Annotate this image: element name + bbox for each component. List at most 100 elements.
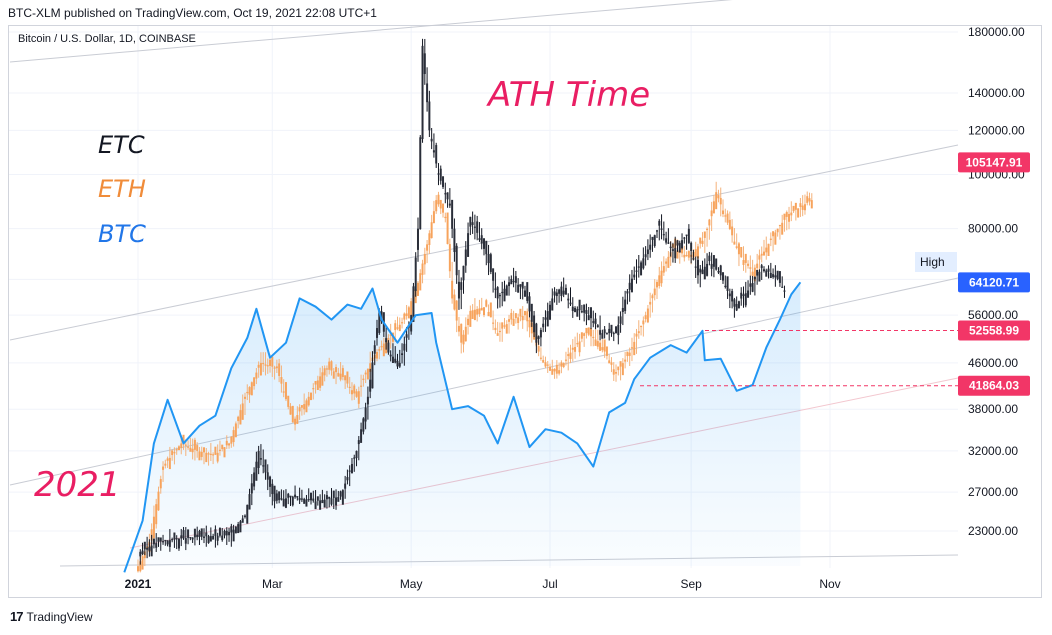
- etc-candle-body: [319, 500, 322, 510]
- eth-candle-body: [656, 281, 658, 288]
- etc-candle-body: [535, 323, 538, 343]
- eth-candle-body: [319, 376, 322, 388]
- eth-candle-body: [239, 410, 242, 425]
- eth-candle-body: [173, 452, 176, 454]
- eth-candle-body: [510, 312, 513, 320]
- etc-candle-body: [439, 168, 442, 181]
- eth-candle-body: [665, 261, 668, 264]
- time-axis[interactable]: 2021 Mar May Jul Sep Nov: [125, 577, 841, 591]
- eth-candle-body: [225, 440, 228, 446]
- etc-candle-body: [599, 330, 602, 335]
- etc-candle-body: [232, 529, 235, 542]
- etc-candle-body: [487, 253, 490, 264]
- eth-candle-body: [642, 320, 645, 325]
- etc-candle-body: [376, 328, 379, 338]
- etc-candle-body: [546, 311, 549, 327]
- eth-candle-body: [469, 310, 472, 327]
- eth-candle-body: [794, 202, 797, 210]
- etc-candle-body: [412, 286, 415, 322]
- eth-candle-body: [717, 195, 720, 199]
- eth-candle-body: [407, 307, 410, 319]
- etc-candle-body: [182, 530, 185, 539]
- eth-candle-body: [291, 405, 294, 423]
- btc-line: [123, 281, 802, 573]
- etc-candle-body: [398, 362, 401, 367]
- etc-candle-body: [694, 266, 697, 268]
- eth-candle-body: [767, 243, 770, 256]
- eth-candle-body: [234, 423, 237, 438]
- eth-candle-body: [560, 362, 563, 367]
- eth-candle-body: [439, 199, 442, 209]
- tradingview-footer[interactable]: 17 TradingView: [10, 609, 93, 624]
- eth-candle-body: [159, 479, 162, 489]
- eth-candle-body: [610, 362, 613, 365]
- etc-candle-body: [200, 528, 203, 537]
- eth-candle-body: [294, 418, 297, 425]
- etc-candle-body: [630, 278, 633, 293]
- y-tick-label: 32000.00: [968, 444, 1018, 458]
- eth-candle-body: [537, 346, 540, 352]
- etc-candle-body: [360, 429, 363, 443]
- eth-candle-body: [801, 205, 804, 210]
- etc-candle-body: [294, 494, 297, 498]
- etc-candle-body: [387, 342, 390, 353]
- etc-candle-body: [275, 493, 278, 501]
- etc-candle-body: [248, 494, 251, 510]
- eth-label: ETH: [98, 175, 146, 203]
- eth-candle-body: [483, 307, 485, 316]
- eth-candle-body: [612, 369, 615, 375]
- eth-candle-body: [751, 271, 754, 276]
- eth-candle-body: [232, 430, 235, 443]
- eth-candle-body: [398, 324, 401, 332]
- etc-candle-body: [665, 238, 668, 243]
- eth-candle-body: [626, 351, 629, 357]
- eth-candle-body: [316, 380, 319, 390]
- etc-candle-body: [712, 255, 715, 267]
- eth-candle-body: [446, 212, 449, 245]
- etc-candle-body: [346, 477, 349, 481]
- eth-candle-body: [460, 323, 463, 343]
- etc-candle-body: [332, 490, 335, 498]
- eth-candle-body: [667, 256, 670, 268]
- etc-candle-body: [492, 268, 495, 281]
- etc-candle-body: [753, 277, 756, 280]
- etc-candle-body: [316, 496, 319, 501]
- etc-candle-body: [239, 521, 242, 533]
- btc-area: [124, 282, 801, 573]
- eth-candle-body: [237, 416, 240, 422]
- eth-candle-body: [184, 444, 187, 446]
- etc-candle-body: [307, 498, 310, 501]
- eth-candle-body: [753, 267, 756, 282]
- eth-candle-body: [549, 366, 552, 371]
- etc-candle-body: [519, 284, 522, 287]
- etc-candle-body: [558, 289, 561, 294]
- eth-candle-body: [699, 237, 702, 244]
- chart-pane[interactable]: [8, 25, 1042, 598]
- etc-candle-body: [514, 276, 517, 283]
- etc-candle-body: [610, 324, 613, 334]
- etc-candle-body: [146, 548, 149, 550]
- eth-candle-body: [676, 250, 679, 259]
- price-tags: 105147.91 64120.71 52558.99 41864.03: [958, 152, 1030, 396]
- etc-candle-body: [715, 258, 718, 270]
- etc-candle-body: [264, 459, 267, 473]
- etc-candle-body: [587, 315, 590, 321]
- eth-candle-body: [706, 228, 709, 231]
- x-tick-label: Mar: [262, 577, 283, 591]
- eth-candle-body: [776, 228, 779, 233]
- etc-candle-body: [637, 266, 640, 268]
- eth-candle-body: [421, 263, 424, 275]
- etc-candle-body: [669, 246, 672, 249]
- eth-candle-body: [212, 454, 215, 456]
- eth-candle-body: [378, 349, 381, 351]
- etc-candle-body: [162, 541, 165, 543]
- eth-candle-body: [403, 313, 406, 320]
- eth-candle-body: [735, 246, 738, 248]
- eth-candle-body: [683, 254, 686, 258]
- etc-candle-body: [177, 538, 180, 549]
- etc-candle-body: [253, 472, 256, 487]
- etc-candle-body: [585, 310, 588, 314]
- eth-candle-body: [416, 282, 419, 296]
- eth-candle-body: [740, 246, 743, 258]
